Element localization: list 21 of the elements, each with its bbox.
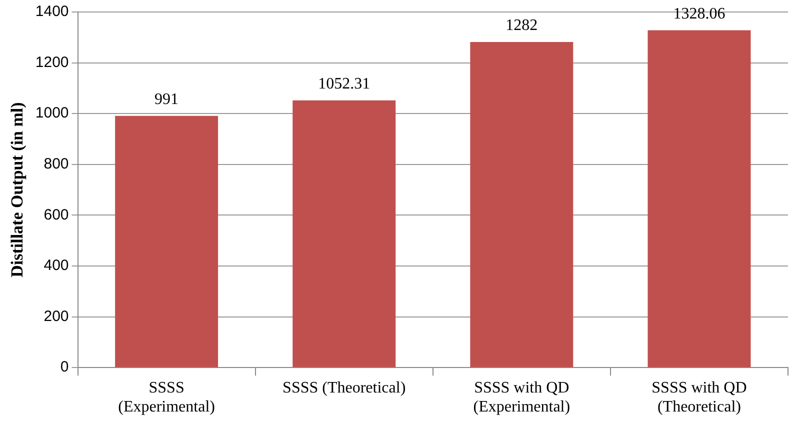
y-tick-label: 200	[44, 308, 69, 325]
y-tick-label: 1200	[35, 54, 69, 71]
bar	[470, 42, 574, 368]
y-tick-label: 0	[60, 358, 69, 376]
y-tick-label: 600	[44, 206, 69, 224]
x-tick-label: SSSS (Theoretical)	[282, 379, 406, 396]
y-tick-label: 1400	[35, 3, 69, 20]
data-label: 1282	[506, 17, 538, 34]
x-tick-label: SSSS (Experimental)	[118, 379, 215, 416]
data-label: 1328.06	[673, 5, 726, 22]
y-axis-title: Distillate Output (in ml)	[8, 102, 27, 278]
x-tick-label: SSSS with QD (Theoretical)	[652, 379, 747, 416]
bar	[648, 30, 751, 368]
y-tick-label: 1000	[35, 104, 69, 122]
bar	[115, 116, 218, 368]
x-tick-label: SSSS with QD (Experimental)	[473, 379, 570, 416]
bar	[292, 100, 396, 368]
y-tick-label: 400	[44, 257, 69, 274]
data-label: 991	[154, 91, 179, 108]
y-tick-label: 800	[44, 156, 69, 173]
data-label: 1052.31	[318, 76, 370, 93]
